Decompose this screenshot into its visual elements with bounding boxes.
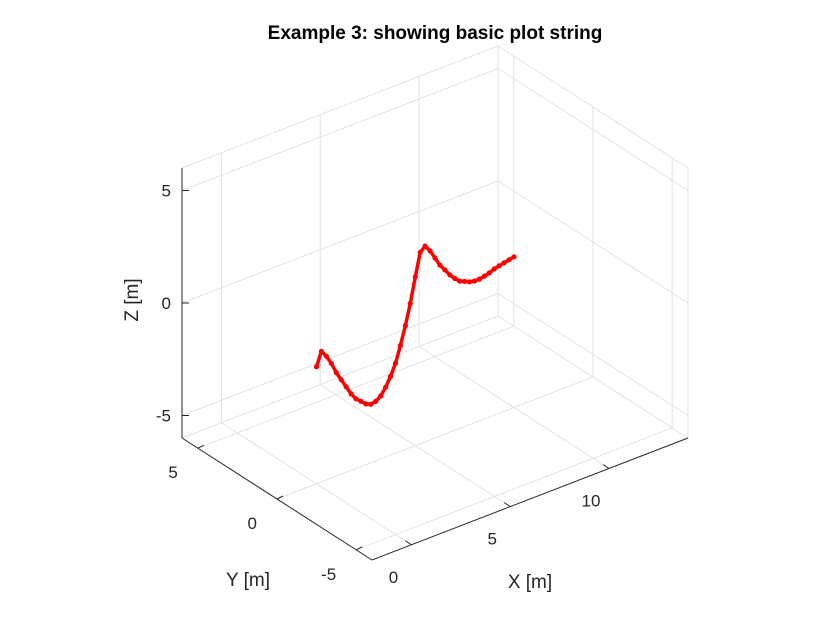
floor-grid-line-y <box>355 427 673 551</box>
data-point <box>471 278 478 284</box>
y-tick-label: 5 <box>168 463 177 482</box>
data-point <box>373 398 379 404</box>
data-point <box>397 343 403 349</box>
data-point <box>506 257 512 263</box>
wall-grid-line-z <box>497 68 689 191</box>
data-point <box>388 373 394 379</box>
z-tick-label: 0 <box>162 294 171 313</box>
data-point <box>452 275 458 282</box>
chart-title: Example 3: showing basic plot string <box>268 23 603 44</box>
data-point <box>511 254 517 260</box>
data-point <box>437 262 443 268</box>
y-tick-mark <box>276 495 284 500</box>
z-tick-label: 5 <box>162 182 171 201</box>
data-point <box>422 243 428 249</box>
wall-grid-line-z <box>181 68 499 191</box>
wall-grid-line-z <box>497 293 689 416</box>
wall-grid-line-z <box>181 293 499 416</box>
data-point <box>491 266 497 272</box>
x-tick-label: 0 <box>389 568 398 587</box>
data-point <box>353 396 359 402</box>
data-point <box>481 273 487 279</box>
data-point <box>417 249 423 256</box>
data-point <box>313 364 320 370</box>
data-point <box>407 300 413 307</box>
tick-marks <box>182 190 610 551</box>
data-point <box>368 401 374 407</box>
data-point <box>333 370 339 376</box>
data-point <box>496 263 502 269</box>
y-tick-mark <box>355 546 363 551</box>
x-tick-label: 5 <box>488 530 497 549</box>
x-axis-label: X [m] <box>508 572 552 593</box>
floor-grid-line-y <box>197 325 515 449</box>
data-point <box>467 279 473 285</box>
data-point <box>378 393 384 399</box>
data-point <box>447 272 453 278</box>
x-axis-line <box>371 437 689 561</box>
data-point <box>343 384 349 390</box>
data-point <box>462 278 468 284</box>
data-point <box>318 348 324 354</box>
data-point <box>442 267 448 273</box>
wall-grid-line-z <box>497 180 689 304</box>
data-point <box>486 270 492 276</box>
x-tick-mark <box>503 502 511 508</box>
data-point <box>323 353 329 359</box>
data-point <box>363 401 369 407</box>
data-series <box>313 243 517 407</box>
data-point <box>358 398 364 404</box>
data-point <box>476 276 482 282</box>
data-point <box>328 360 334 366</box>
x-tick-label: 10 <box>582 492 601 511</box>
floor-grid-line-y <box>276 376 594 500</box>
y-axis-label: Y [m] <box>226 570 270 591</box>
box-edge <box>181 45 499 169</box>
axes <box>181 168 689 561</box>
data-point <box>338 377 344 383</box>
wall-grid-line-z <box>181 180 499 304</box>
data-point <box>501 260 507 266</box>
grid-lines <box>181 45 689 551</box>
z-tick-label: -5 <box>156 407 171 426</box>
z-axis-label: Z [m] <box>122 278 143 321</box>
y-tick-mark <box>197 444 205 449</box>
tick-labels: 0 5 10 -5 0 5 -5 0 5 <box>156 182 601 587</box>
data-point <box>402 323 408 329</box>
data-point <box>383 384 389 390</box>
data-point <box>457 278 463 284</box>
data-point <box>432 255 438 261</box>
data-point <box>427 248 433 254</box>
y-tick-label: -5 <box>321 565 336 584</box>
data-point <box>348 391 354 397</box>
x-tick-mark <box>405 540 412 546</box>
x-tick-mark <box>602 464 610 469</box>
data-point <box>392 360 399 366</box>
data-point <box>412 274 418 280</box>
y-tick-label: 0 <box>248 514 257 533</box>
